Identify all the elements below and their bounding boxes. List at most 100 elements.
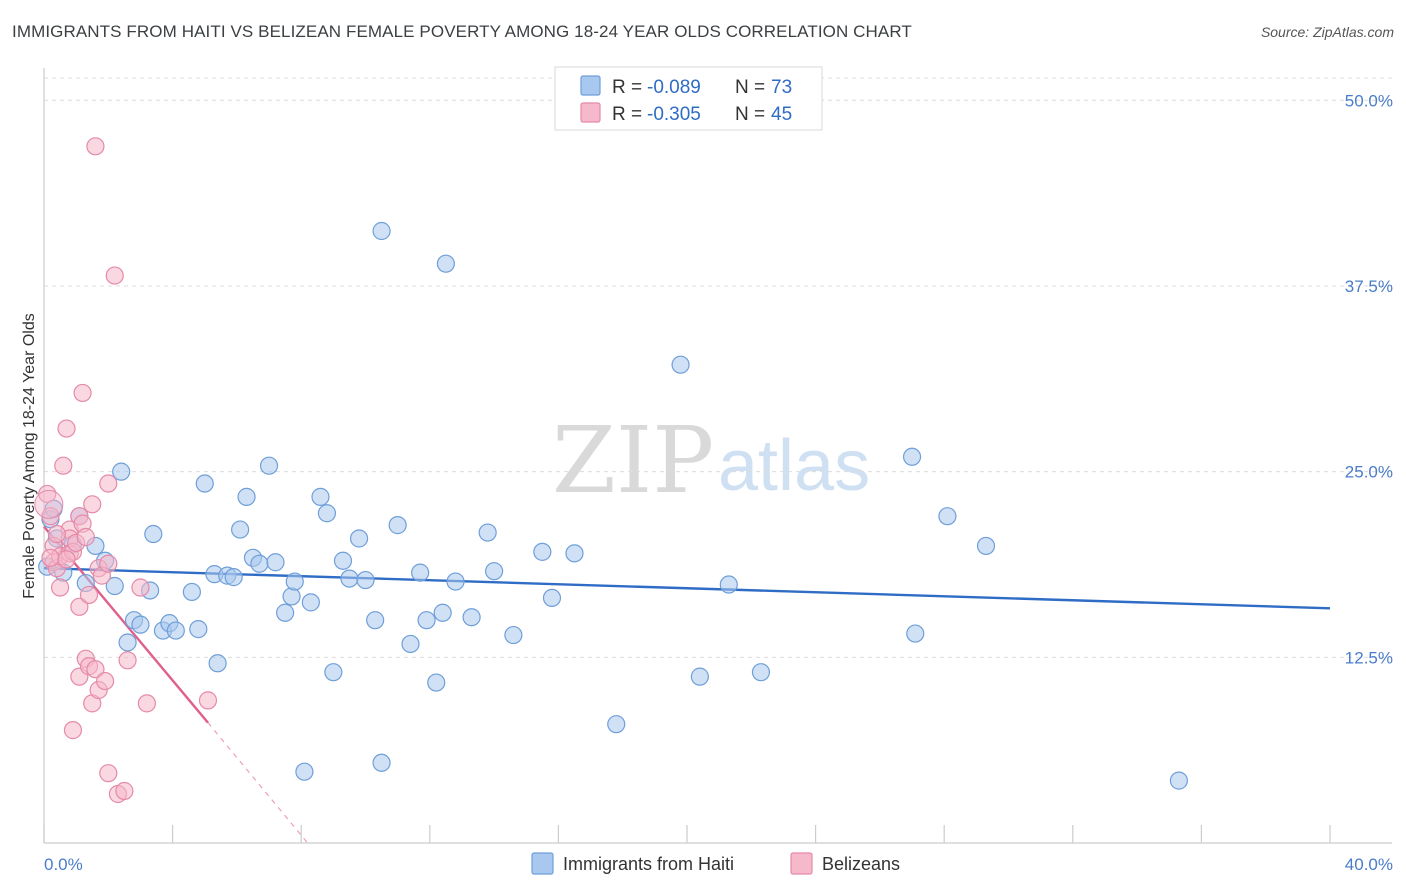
point-haiti <box>301 593 320 612</box>
point-belize <box>86 660 105 679</box>
legend-n-label-belize: N = <box>735 104 765 125</box>
legend-bottom-swatch-haiti <box>531 852 554 875</box>
point-haiti <box>388 516 407 535</box>
point-haiti <box>195 474 214 493</box>
point-haiti <box>208 654 227 673</box>
legend-r-value-haiti: -0.089 <box>647 77 701 98</box>
point-haiti <box>751 663 771 682</box>
point-haiti <box>237 487 256 506</box>
point-haiti <box>433 603 452 622</box>
chart-source: Source: ZipAtlas.com <box>1260 24 1394 40</box>
point-belize <box>41 548 60 567</box>
legend-bottom-label-belize: Belizeans <box>822 854 900 874</box>
point-haiti <box>462 608 481 627</box>
point-haiti <box>231 520 250 539</box>
point-haiti <box>349 529 369 548</box>
point-haiti <box>417 611 436 630</box>
point-haiti <box>295 762 314 781</box>
chart-title: IMMIGRANTS FROM HAITI VS BELIZEAN FEMALE… <box>12 22 912 41</box>
y-tick-label: 37.5% <box>1345 277 1393 296</box>
point-haiti <box>118 633 137 652</box>
point-haiti <box>317 504 337 523</box>
legend-bottom-label-haiti: Immigrants from Haiti <box>563 854 734 874</box>
point-belize <box>118 651 137 670</box>
y-tick-label: 12.5% <box>1345 648 1393 667</box>
point-haiti <box>478 523 497 542</box>
point-haiti <box>372 753 391 772</box>
point-haiti <box>504 625 523 645</box>
point-belize <box>47 524 66 544</box>
point-haiti <box>105 576 124 596</box>
x-tick-label-min: 0.0% <box>44 855 83 874</box>
point-haiti <box>542 588 562 608</box>
point-belize <box>57 419 76 438</box>
point-belize <box>73 383 92 403</box>
point-haiti <box>144 524 163 544</box>
point-haiti <box>182 582 201 602</box>
point-haiti <box>372 221 391 241</box>
point-belize <box>99 764 118 783</box>
point-belize <box>99 474 118 493</box>
trend-line-belize-extrapolated <box>207 722 309 844</box>
trend-line-haiti <box>43 566 1331 610</box>
point-haiti <box>131 615 150 634</box>
y-tick-label: 25.0% <box>1345 463 1393 482</box>
point-haiti <box>976 536 996 556</box>
point-haiti <box>166 621 185 640</box>
tick-labels: 12.5% 25.0% 37.5% 50.0% 0.0% 40.0% <box>44 91 1393 874</box>
point-belize <box>50 578 70 597</box>
point-haiti <box>250 554 269 573</box>
point-haiti <box>112 462 131 481</box>
point-haiti <box>565 544 584 563</box>
point-haiti <box>282 587 301 606</box>
point-haiti <box>1169 771 1188 790</box>
point-belize <box>57 550 76 569</box>
point-belize <box>131 578 150 597</box>
point-haiti <box>356 570 375 590</box>
y-tick-label: 50.0% <box>1345 91 1393 110</box>
legend-n-value-haiti: 73 <box>771 77 792 98</box>
point-haiti <box>189 619 208 639</box>
legend-n-label-haiti: N = <box>735 77 765 98</box>
point-haiti <box>333 551 353 570</box>
point-belize <box>115 781 134 801</box>
point-belize <box>137 694 156 713</box>
point-haiti <box>411 563 430 582</box>
point-haiti <box>340 569 359 588</box>
data-points <box>34 137 1188 804</box>
point-haiti <box>285 572 304 591</box>
legend-r-label-belize: R = <box>612 104 642 125</box>
point-haiti <box>533 542 552 561</box>
legend-r-value-belize: -0.305 <box>647 104 701 125</box>
point-haiti <box>719 575 738 594</box>
point-belize <box>79 585 99 605</box>
point-haiti <box>311 487 330 506</box>
point-haiti <box>427 673 446 692</box>
point-belize <box>70 597 89 616</box>
legend-swatch-belize <box>580 102 601 123</box>
point-haiti <box>366 611 385 630</box>
axes <box>43 68 1392 844</box>
point-belize <box>198 691 218 710</box>
point-haiti <box>690 667 709 686</box>
point-haiti <box>485 562 504 581</box>
point-belize <box>95 671 115 691</box>
point-belize <box>86 137 105 156</box>
y-axis-label: Female Poverty Among 18-24 Year Olds <box>21 313 38 599</box>
point-haiti <box>446 572 465 591</box>
legend-top: R = -0.089 N = 73 R = -0.305 N = 45 <box>554 66 823 131</box>
x-tick-label-max: 40.0% <box>1345 855 1393 874</box>
point-haiti <box>906 624 925 643</box>
point-haiti <box>671 355 690 374</box>
watermark-zip: ZIP <box>552 407 714 514</box>
grid <box>44 77 1392 658</box>
point-belize <box>38 484 57 504</box>
legend-n-value-belize: 45 <box>771 104 792 125</box>
legend-swatch-haiti <box>580 75 601 96</box>
watermark-atlas: atlas <box>718 426 870 506</box>
point-belize <box>76 527 95 547</box>
legend-r-label-haiti: R = <box>612 77 642 98</box>
point-haiti <box>224 568 243 587</box>
point-belize <box>105 266 124 285</box>
point-haiti <box>324 663 343 682</box>
